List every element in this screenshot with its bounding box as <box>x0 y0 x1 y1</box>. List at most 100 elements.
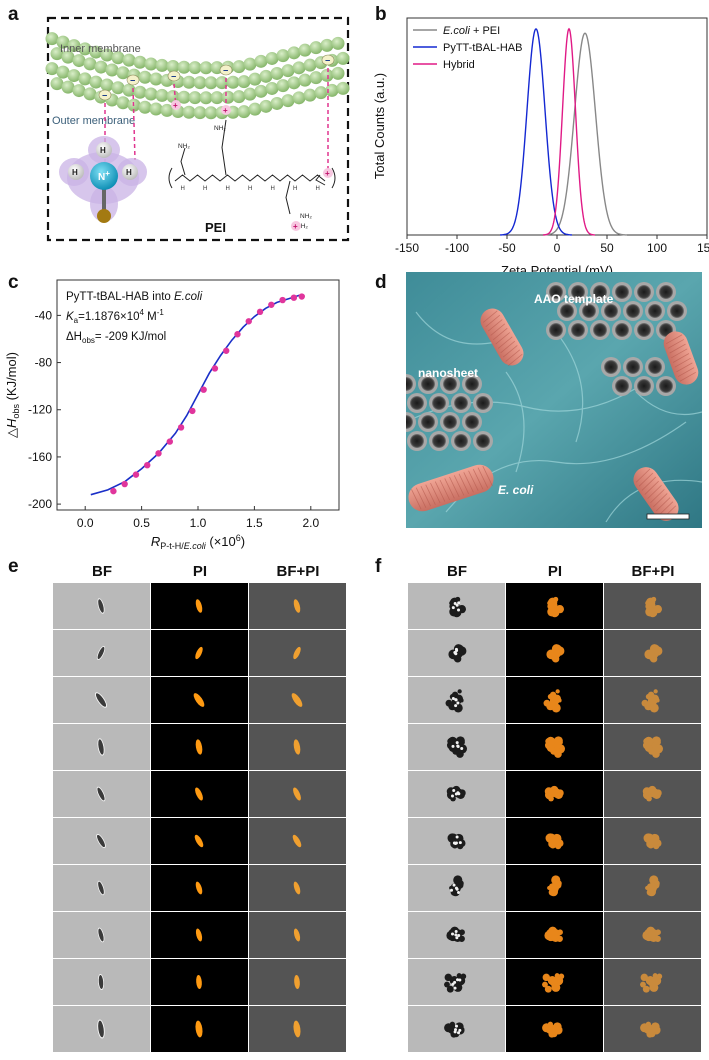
series-line-0 <box>543 32 627 236</box>
positive-charge-sign: + <box>293 222 298 231</box>
tile-drawing <box>445 689 464 713</box>
tile-drawing <box>645 875 660 897</box>
positive-charge-icon <box>323 168 333 178</box>
aggregate-highlight <box>458 1028 462 1032</box>
aggregate-particle <box>558 973 565 980</box>
tile-drawing <box>193 693 205 707</box>
panel-b-letter: b <box>375 4 387 25</box>
lipid-head <box>111 81 125 95</box>
aggregate-highlight <box>458 841 462 845</box>
cytometry-image-tile <box>151 724 248 770</box>
lipid-head <box>303 58 317 72</box>
lipid-head <box>116 96 130 110</box>
template-pore <box>659 285 673 299</box>
lipid-head <box>67 39 81 53</box>
aggregate-particle <box>446 985 454 993</box>
template-pore <box>465 377 479 391</box>
cytometry-image-tile <box>604 583 701 629</box>
data-point <box>177 424 185 431</box>
template-pore <box>406 377 413 391</box>
lipid-head <box>298 73 312 87</box>
label-ecoli: E. coli <box>498 483 534 497</box>
rod-cell <box>293 1020 301 1038</box>
ecoli-texture <box>507 353 523 367</box>
pei-branch <box>285 180 291 215</box>
template-pore <box>582 304 596 318</box>
cytometry-image-tile <box>506 818 603 864</box>
aggregate-particle <box>455 596 461 602</box>
data-point <box>166 438 173 445</box>
rod-cell <box>293 646 301 660</box>
template-pore <box>443 377 457 391</box>
cytometry-image-tile <box>249 959 346 1005</box>
lipid-head <box>56 65 70 79</box>
cytometry-image-tile <box>53 959 150 1005</box>
lipid-head <box>45 62 59 76</box>
rod-cell <box>293 928 301 942</box>
tile-drawing <box>542 973 565 993</box>
y-axis-label: Total Counts (a.u.) <box>372 73 387 179</box>
ecoli-texture <box>490 323 506 336</box>
tile-drawing <box>449 596 466 618</box>
lipid-head <box>204 76 218 90</box>
aggregate-particle <box>548 1025 558 1035</box>
cytometry-image-tile <box>151 630 248 676</box>
ecoli-texture <box>674 357 691 368</box>
lipid-head <box>149 72 163 86</box>
tile-drawing <box>547 875 562 897</box>
wrinkle <box>505 371 525 473</box>
lipid-head <box>331 66 345 80</box>
cytometry-image-tile <box>151 583 248 629</box>
merged-signal <box>292 834 302 848</box>
cytometry-image-tile <box>506 1006 603 1052</box>
cytometry-image-tile <box>604 818 701 864</box>
cytometry-image-tile <box>604 724 701 770</box>
panel-d-letter: d <box>375 272 387 293</box>
ecoli-texture <box>411 489 422 510</box>
data-point <box>234 331 241 338</box>
cytometry-image-tile <box>604 630 701 676</box>
amine-group-label: NH₂ <box>214 125 226 132</box>
lipid-head <box>116 66 130 80</box>
lipid-head <box>177 60 191 74</box>
lipid-head <box>232 60 246 74</box>
tile-drawing <box>640 1021 661 1038</box>
tile-drawing <box>96 786 106 802</box>
y-tick-label: -200 <box>28 497 52 511</box>
aggregate-particle <box>546 744 555 752</box>
cytometry-image-tile <box>604 912 701 958</box>
lipid-head <box>50 47 64 61</box>
ecoli-texture <box>669 343 686 354</box>
cytometry-image-tile <box>151 865 248 911</box>
cytometry-image-tile <box>53 1006 150 1052</box>
rod-cell <box>293 739 301 755</box>
lipid-head <box>320 38 334 52</box>
lipid-head <box>100 78 114 92</box>
cytometry-image-tile <box>506 724 603 770</box>
template-pore <box>648 360 662 374</box>
ecoli-texture <box>672 353 690 363</box>
aggregate-particle <box>458 935 465 942</box>
ecoli-texture <box>497 336 513 349</box>
cytometry-image-tile <box>151 912 248 958</box>
aggregate-particle <box>552 978 558 984</box>
tile-drawing <box>642 785 662 802</box>
aggregate-highlight <box>454 698 458 702</box>
nh-label: H <box>293 186 297 192</box>
ecoli-texture <box>650 489 665 504</box>
cytometry-image-tile <box>249 865 346 911</box>
cytometry-image-tile <box>249 583 346 629</box>
lipid-head <box>100 48 114 62</box>
ecoli-texture <box>439 479 451 501</box>
tile-drawing <box>195 646 203 660</box>
panel-a-letter: a <box>8 4 19 25</box>
aggregate-particle <box>546 736 556 747</box>
x-axis-label: RP-t-H/E.coli (×106) <box>151 533 245 551</box>
data-point <box>155 450 162 457</box>
negative-charge-icon <box>219 64 233 76</box>
positive-charge-sign: + <box>223 106 228 115</box>
aggregate-particle <box>549 882 559 893</box>
tile-drawing <box>292 834 302 848</box>
lipid-head <box>248 72 262 86</box>
aggregate-highlight <box>457 891 461 895</box>
